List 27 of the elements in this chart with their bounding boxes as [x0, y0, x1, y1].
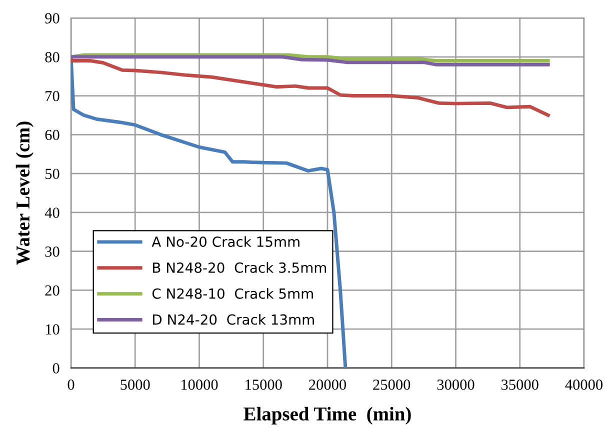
y-tick-label: 0 [52, 363, 60, 374]
y-tick-label: 80 [45, 52, 60, 62]
x-tick-label: 15000 [246, 380, 282, 390]
x-axis-title: Elapsed Time (min) [244, 406, 411, 424]
y-tick-label: 90 [45, 13, 60, 24]
x-tick-label: 10000 [181, 380, 218, 390]
x-tick-label: 30000 [437, 380, 474, 390]
legend-label: D N24-20 Crack 13mm [153, 314, 314, 325]
x-tick-label: 40000 [565, 380, 603, 390]
x-tick-label: 0 [68, 380, 74, 390]
line-series [71, 55, 550, 66]
legend-label: C N248-10 Crack 5mm [152, 288, 313, 299]
x-tick-label: 35000 [502, 380, 538, 390]
legend-label: B N248-20 Crack 3.5mm [153, 262, 326, 273]
y-tick-label: 70 [46, 90, 60, 102]
y-tick-label: 10 [46, 324, 60, 335]
y-tick-label: 60 [45, 130, 60, 140]
y-tick-label: 30 [45, 246, 60, 257]
x-tick-label: 20000 [309, 380, 346, 390]
y-tick-label: 40 [44, 208, 60, 218]
x-tick-label: 25000 [373, 380, 410, 390]
y-axis-title: Water Level (cm) [16, 122, 34, 265]
line-series [71, 59, 550, 117]
x-tick-label: 5000 [120, 380, 150, 390]
y-tick-label: 20 [45, 285, 60, 296]
legend-label: A No-20 Crack 15mm [152, 236, 300, 247]
y-tick-label: 50 [46, 168, 60, 180]
